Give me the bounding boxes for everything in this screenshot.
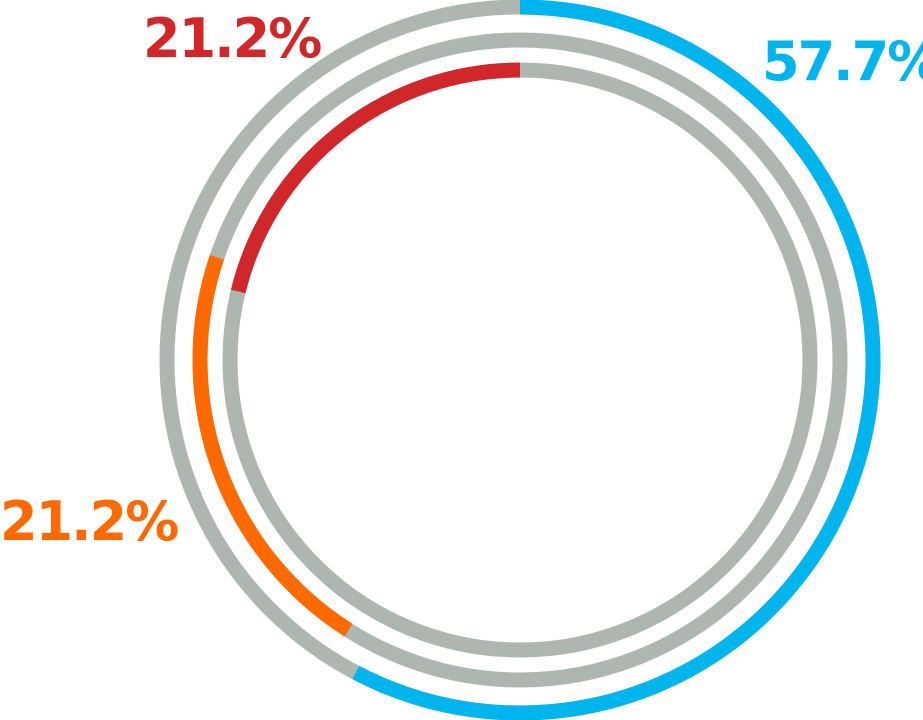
inner-ring-arc (230, 62, 521, 294)
outer-ring-arc (352, 0, 881, 720)
ring-arcs (192, 0, 881, 720)
middle-ring-value-label: 21.2% (0, 490, 178, 553)
middle-ring-arc (192, 254, 353, 637)
inner-ring-value-label: 21.2% (143, 7, 321, 70)
outer-ring-value-label: 57.7% (762, 30, 923, 93)
value-labels: 57.7% 21.2% 21.2% (0, 7, 923, 553)
